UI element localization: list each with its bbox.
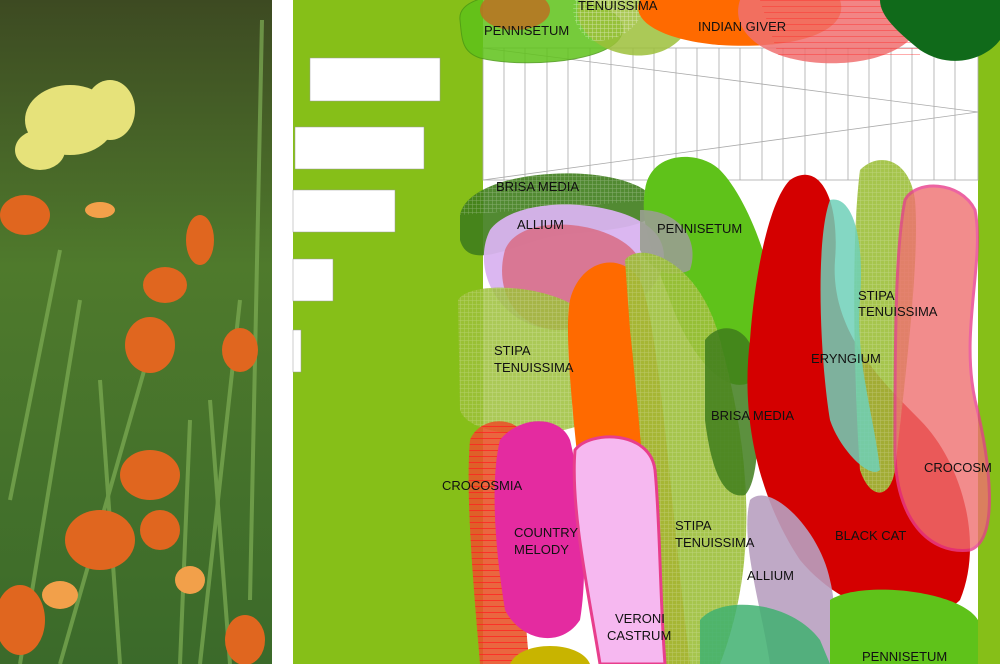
label-eryngium: ERYNGIUM xyxy=(811,351,881,366)
label-allium: ALLIUM xyxy=(747,568,794,583)
label-indian-giver: INDIAN GIVER xyxy=(698,19,786,34)
label-brisa-media: BRISA MEDIA xyxy=(711,408,794,423)
label-crocosmia: CROCOSMIA xyxy=(442,478,523,493)
label-tenuissima: TENUISSIMA xyxy=(494,360,574,375)
label-pennisetum: PENNISETUM xyxy=(657,221,742,236)
label-pennisetum: PENNISETUM xyxy=(484,23,569,38)
label-veronicastrum: CASTRUM xyxy=(607,628,671,643)
label-country-melody: COUNTRY xyxy=(514,525,578,540)
plant-labels: PENNISETUM TENUISSIMA INDIAN GIVER BRISA… xyxy=(442,0,992,664)
label-black-cat: BLACK CAT xyxy=(835,528,906,543)
label-pennisetum: PENNISETUM xyxy=(862,649,947,664)
label-tenuissima: TENUISSIMA xyxy=(675,535,755,550)
label-stipa: STIPA xyxy=(858,288,895,303)
decking-grid xyxy=(482,47,979,181)
label-country-melody: MELODY xyxy=(514,542,569,557)
label-stipa: STIPA xyxy=(494,343,531,358)
label-veronicastrum: VERONI xyxy=(615,611,665,626)
label-brisa-media: BRISA MEDIA xyxy=(496,179,579,194)
label-tenuissima: TENUISSIMA xyxy=(578,0,658,13)
label-tenuissima: TENUISSIMA xyxy=(858,304,938,319)
daylily-photo xyxy=(0,0,272,664)
stepping-stones xyxy=(292,57,441,373)
label-allium: ALLIUM xyxy=(517,217,564,232)
label-crocosmia: CROCOSM xyxy=(924,460,992,475)
label-stipa: STIPA xyxy=(675,518,712,533)
